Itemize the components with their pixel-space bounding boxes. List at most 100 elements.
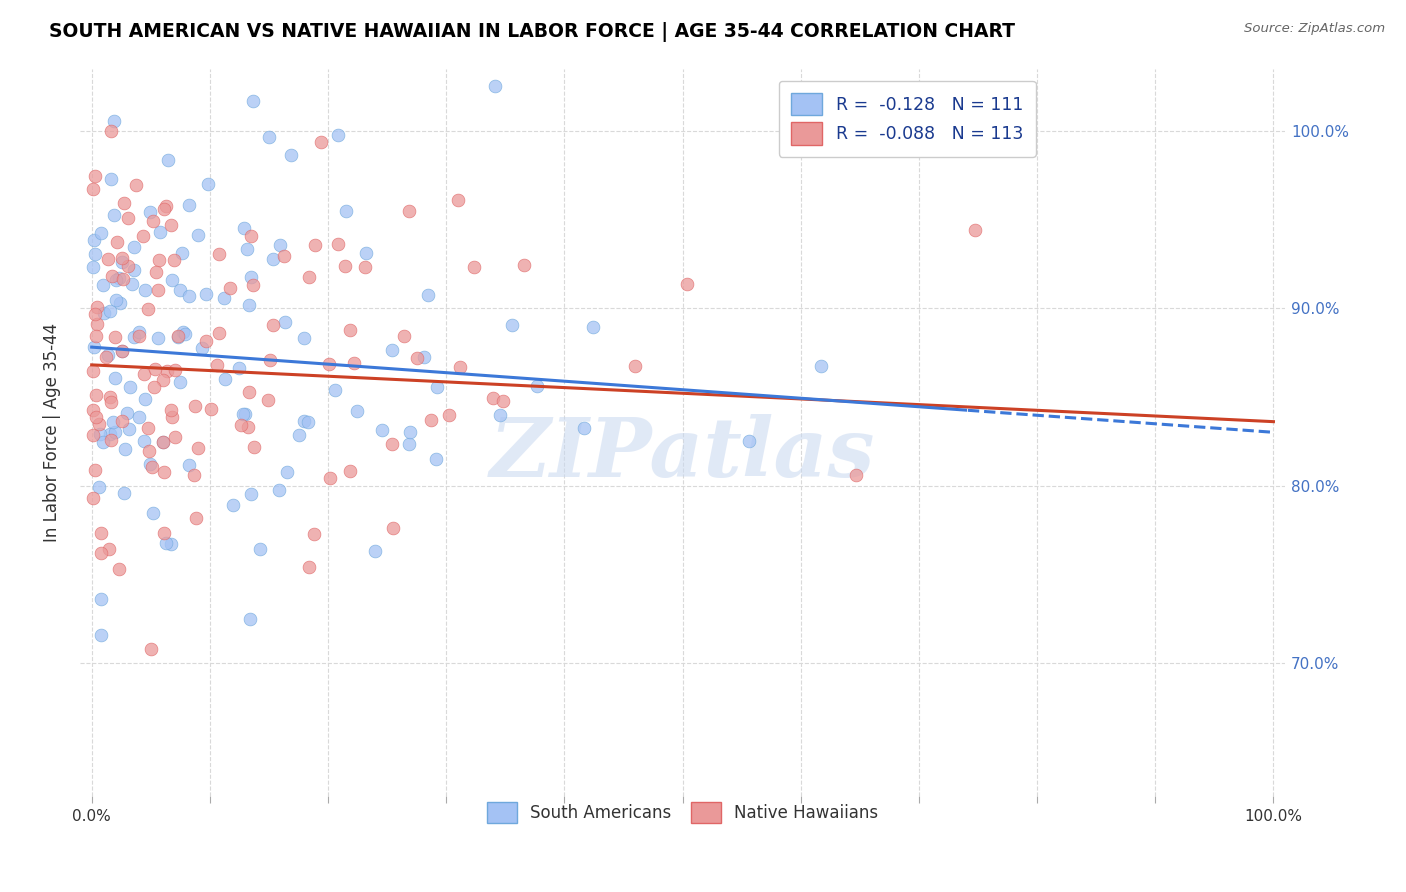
Point (152, 374, 174, 388)
Point (273, 249, 295, 263)
Point (165, 363, 187, 377)
Point (162, 253, 184, 268)
Point (963, 223, 986, 237)
Point (128, 325, 150, 339)
Point (169, 283, 191, 297)
Point (98, 390, 121, 404)
Point (155, 536, 177, 550)
Point (87, 417, 110, 431)
Point (91, 434, 114, 449)
Point (280, 147, 302, 161)
Point (153, 202, 176, 216)
Point (118, 422, 141, 436)
Point (304, 238, 326, 252)
Point (353, 260, 375, 275)
Point (392, 329, 415, 343)
Point (82, 402, 104, 417)
Point (132, 434, 155, 448)
Point (572, 421, 595, 435)
Point (256, 392, 278, 407)
Point (267, 483, 290, 497)
Point (118, 380, 141, 394)
Point (381, 343, 404, 357)
Point (228, 360, 250, 375)
Point (262, 252, 284, 266)
Point (222, 499, 245, 513)
Point (406, 351, 429, 365)
Point (122, 330, 145, 344)
Point (326, 128, 349, 143)
Point (326, 237, 349, 252)
Point (235, 242, 257, 256)
Point (179, 198, 201, 212)
Point (257, 130, 280, 145)
Point (98, 542, 121, 557)
Point (269, 238, 291, 252)
Point (501, 318, 523, 332)
Point (242, 278, 264, 293)
Point (262, 318, 284, 332)
Point (141, 459, 163, 474)
Text: SOUTH AMERICAN VS NATIVE HAWAIIAN IN LABOR FORCE | AGE 35-44 CORRELATION CHART: SOUTH AMERICAN VS NATIVE HAWAIIAN IN LAB… (49, 22, 1015, 42)
Point (194, 334, 217, 348)
Point (363, 543, 385, 558)
Point (208, 246, 231, 260)
Point (318, 357, 340, 371)
Point (186, 441, 208, 455)
Point (177, 458, 200, 473)
Point (582, 319, 605, 334)
Point (114, 442, 136, 456)
Point (142, 214, 165, 228)
Point (101, 415, 124, 429)
Point (103, 114, 125, 128)
Point (398, 436, 420, 450)
Point (420, 413, 443, 427)
Point (229, 417, 252, 432)
Point (167, 330, 190, 344)
Point (484, 79, 506, 94)
Point (83, 233, 105, 247)
Point (145, 362, 167, 376)
Point (98, 426, 121, 441)
Point (416, 287, 439, 301)
Point (146, 331, 169, 345)
Point (425, 451, 447, 466)
Point (323, 383, 346, 397)
Point (122, 263, 145, 277)
Point (335, 259, 357, 273)
Point (90, 546, 112, 560)
Point (238, 298, 260, 312)
Point (84, 307, 107, 321)
Point (426, 380, 449, 394)
Point (94, 350, 117, 364)
Point (128, 409, 150, 424)
Point (89, 427, 111, 442)
Point (239, 270, 262, 285)
Point (160, 537, 183, 551)
Point (115, 406, 138, 420)
Point (208, 326, 231, 340)
Point (356, 246, 378, 260)
Point (381, 521, 404, 535)
Point (200, 402, 222, 417)
Point (214, 372, 236, 386)
Point (449, 359, 471, 374)
Point (142, 506, 165, 520)
Point (343, 356, 366, 370)
Point (152, 525, 174, 540)
Text: ZIPatlas: ZIPatlas (489, 414, 876, 494)
Point (125, 178, 148, 192)
Point (339, 322, 361, 336)
Point (84, 169, 107, 184)
Point (243, 440, 266, 454)
Point (86, 301, 108, 315)
Point (259, 352, 281, 367)
Point (104, 371, 127, 385)
Point (84, 388, 107, 402)
Point (238, 384, 260, 399)
Point (82, 260, 104, 275)
Point (489, 409, 512, 423)
Point (97, 349, 120, 363)
Point (187, 227, 209, 242)
Point (238, 420, 260, 434)
